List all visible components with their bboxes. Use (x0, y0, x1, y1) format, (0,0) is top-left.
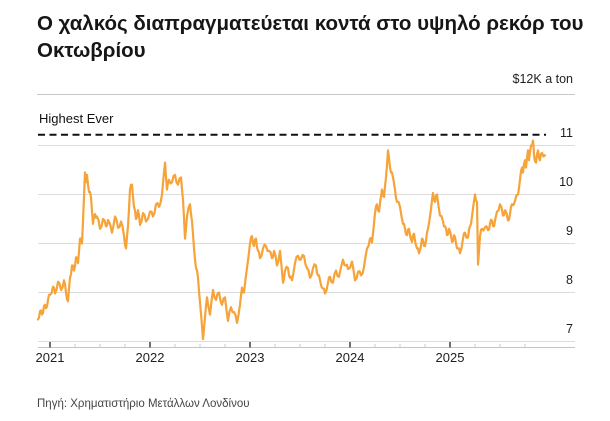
x-tick-label-2022: 2022 (135, 350, 165, 365)
y-tick-label-11: 11 (560, 125, 573, 140)
y-tick-label-8: 8 (566, 272, 573, 287)
y-tick-label-10: 10 (559, 174, 573, 189)
x-tick-label-2025: 2025 (435, 350, 465, 365)
y-tick-label-7: 7 (566, 321, 573, 336)
x-axis-ticks (49, 342, 526, 348)
x-tick-label-2023: 2023 (235, 350, 265, 365)
price-line-series (36, 139, 547, 341)
x-tick-label-2024: 2024 (335, 350, 365, 365)
y-axis-unit-label: $12K a ton (512, 72, 573, 86)
gridlines (38, 145, 575, 342)
page-title-line1: Ο χαλκός διαπραγματεύεται κοντά στο υψηλ… (37, 12, 584, 35)
y-tick-label-9: 9 (566, 223, 573, 238)
chart-top-rule (37, 94, 575, 95)
highest-ever-label: Highest Ever (39, 111, 114, 126)
x-tick-label-2021: 2021 (35, 350, 65, 365)
page-title-line2: Οκτωβρίου (37, 39, 146, 63)
page-title: Ο χαλκός διαπραγματεύεται κοντά στο υψηλ… (37, 10, 593, 64)
source-note: Πηγή: Χρηματιστήριο Μετάλλων Λονδίνου (37, 398, 250, 410)
